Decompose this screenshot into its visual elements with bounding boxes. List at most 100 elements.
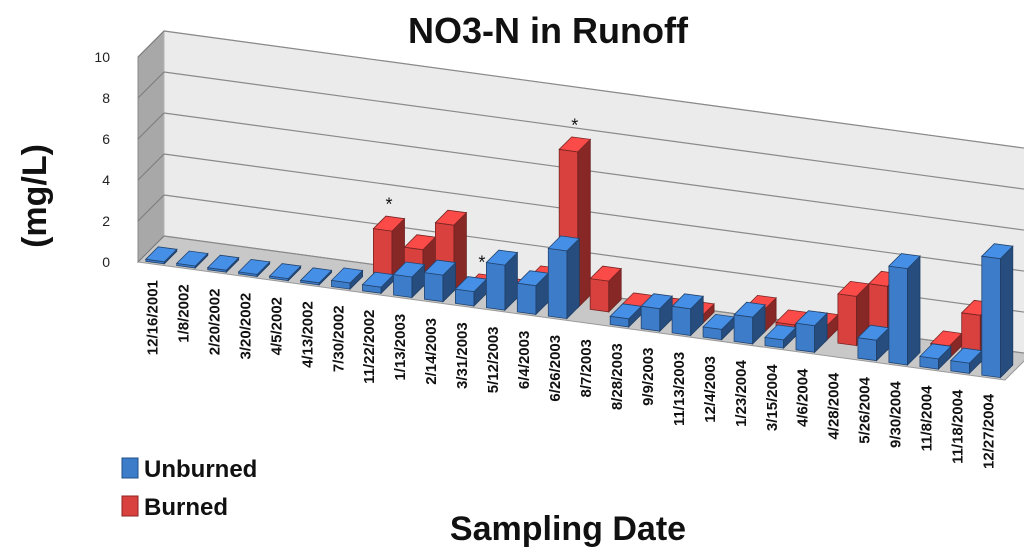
x-tick-label: 8/28/2003 bbox=[609, 343, 626, 410]
bar-top-face bbox=[980, 243, 1014, 260]
chart-bars bbox=[144, 136, 1014, 379]
x-tick-label: 3/31/2003 bbox=[454, 322, 471, 389]
annotation-marker: * bbox=[571, 115, 578, 135]
bar-unburned bbox=[980, 243, 1014, 379]
bar-front-face bbox=[485, 262, 506, 311]
legend-label-burned: Burned bbox=[144, 494, 228, 521]
bar-front-face bbox=[547, 247, 568, 320]
bar-unburned bbox=[330, 267, 364, 291]
bar-unburned bbox=[423, 259, 457, 303]
x-tick-label: 1/23/2004 bbox=[733, 360, 750, 427]
x-tick-label: 5/12/2003 bbox=[485, 326, 502, 393]
bar-unburned bbox=[547, 235, 581, 320]
side-gridline bbox=[137, 153, 165, 181]
x-tick-label: 3/15/2004 bbox=[764, 364, 781, 431]
bar-unburned bbox=[268, 263, 302, 282]
x-tick-label: 4/28/2004 bbox=[826, 372, 843, 439]
bar-unburned bbox=[857, 324, 890, 362]
bar-top-face bbox=[268, 263, 302, 280]
y-tick-label: 4 bbox=[102, 172, 110, 188]
bar-top-face bbox=[888, 253, 921, 270]
x-tick-label: 1/13/2003 bbox=[392, 314, 409, 381]
bar-top-face bbox=[144, 246, 178, 263]
bar-unburned bbox=[733, 301, 766, 345]
bar-unburned bbox=[361, 271, 395, 295]
x-tick-label: 9/9/2003 bbox=[640, 348, 657, 406]
bar-unburned bbox=[392, 261, 426, 299]
chart-annotations: * * * bbox=[385, 115, 578, 272]
x-tick-label: 11/18/2004 bbox=[950, 389, 967, 464]
side-gridline bbox=[137, 112, 165, 140]
bar-front-face bbox=[671, 305, 692, 336]
bar-unburned bbox=[888, 253, 921, 366]
back-gridline bbox=[163, 112, 1024, 231]
side-gridline bbox=[137, 71, 165, 99]
x-tick-label: 12/27/2004 bbox=[981, 393, 998, 469]
x-tick-label: 5/26/2004 bbox=[857, 376, 874, 443]
bar-unburned bbox=[919, 343, 952, 371]
x-tick-label: 4/5/2002 bbox=[268, 297, 285, 355]
legend-label-unburned: Unburned bbox=[144, 456, 257, 483]
bar-unburned bbox=[144, 246, 178, 265]
back-gridline bbox=[163, 153, 1024, 272]
bar-front-face bbox=[393, 274, 413, 298]
back-gridline bbox=[163, 71, 1024, 190]
x-tick-label: 9/30/2004 bbox=[888, 381, 905, 448]
side-gridline bbox=[137, 30, 165, 58]
y-axis-ticks: 0 2 4 6 8 10 bbox=[94, 49, 110, 270]
bar-unburned bbox=[237, 258, 271, 278]
chart-title: NO3-N in Runoff bbox=[408, 10, 689, 51]
x-tick-label: 8/7/2003 bbox=[578, 339, 595, 397]
bar-top-face bbox=[206, 254, 240, 271]
bar-top-face bbox=[795, 310, 828, 327]
y-tick-label: 2 bbox=[102, 213, 110, 229]
x-axis-ticks: 12/16/2001 1/8/2002 2/20/2002 3/20/2002 4/5/… bbox=[144, 280, 997, 469]
y-tick-label: 6 bbox=[102, 131, 110, 147]
bar-front-face bbox=[454, 288, 475, 307]
legend-swatch-burned bbox=[121, 495, 139, 517]
bar-front-face bbox=[795, 322, 815, 353]
bar-front-face bbox=[516, 282, 537, 315]
y-axis-label: (mg/L) bbox=[16, 144, 54, 248]
bar-unburned bbox=[485, 249, 519, 312]
bar-unburned bbox=[795, 310, 828, 354]
y-tick-label: 0 bbox=[102, 254, 110, 270]
x-tick-label: 3/20/2002 bbox=[237, 293, 254, 360]
bar-top-face bbox=[392, 261, 426, 278]
bar-top-face bbox=[434, 209, 468, 226]
y-tick-label: 10 bbox=[94, 49, 110, 65]
side-wall bbox=[137, 29, 165, 264]
bar-unburned bbox=[299, 267, 333, 286]
bar-top-face bbox=[671, 293, 705, 310]
side-gridline bbox=[137, 235, 165, 263]
bar-front-face bbox=[857, 337, 877, 362]
bar-top-face bbox=[485, 249, 519, 266]
bar-top-face bbox=[423, 259, 457, 276]
x-tick-label: 1/8/2002 bbox=[175, 284, 192, 342]
bar-top-face bbox=[547, 235, 581, 252]
x-tick-label: 11/13/2003 bbox=[671, 352, 688, 426]
x-tick-label: 11/8/2004 bbox=[919, 385, 936, 452]
bar-burned bbox=[589, 265, 623, 313]
x-tick-label: 6/26/2003 bbox=[547, 335, 564, 402]
bar-top-face bbox=[237, 258, 271, 275]
annotation-marker: * bbox=[478, 252, 485, 272]
bar-top-face bbox=[372, 215, 406, 232]
bar-unburned bbox=[175, 250, 209, 269]
x-tick-label: 4/6/2004 bbox=[795, 368, 812, 427]
x-tick-label: 2/14/2003 bbox=[423, 318, 440, 385]
bar-top-face bbox=[640, 293, 674, 310]
y-tick-label: 8 bbox=[102, 90, 110, 106]
back-gridline bbox=[163, 30, 1024, 149]
x-tick-label: 4/13/2002 bbox=[299, 301, 316, 368]
bar-unburned bbox=[454, 276, 488, 307]
bar-front-face bbox=[837, 293, 857, 347]
bar-unburned bbox=[640, 293, 674, 333]
bar-side-face bbox=[566, 237, 580, 320]
bar-front-face bbox=[423, 272, 444, 303]
bar-unburned bbox=[949, 347, 983, 375]
bar-side-face bbox=[907, 255, 921, 366]
bar-unburned bbox=[671, 293, 705, 337]
x-axis-label: Sampling Date bbox=[450, 510, 686, 548]
